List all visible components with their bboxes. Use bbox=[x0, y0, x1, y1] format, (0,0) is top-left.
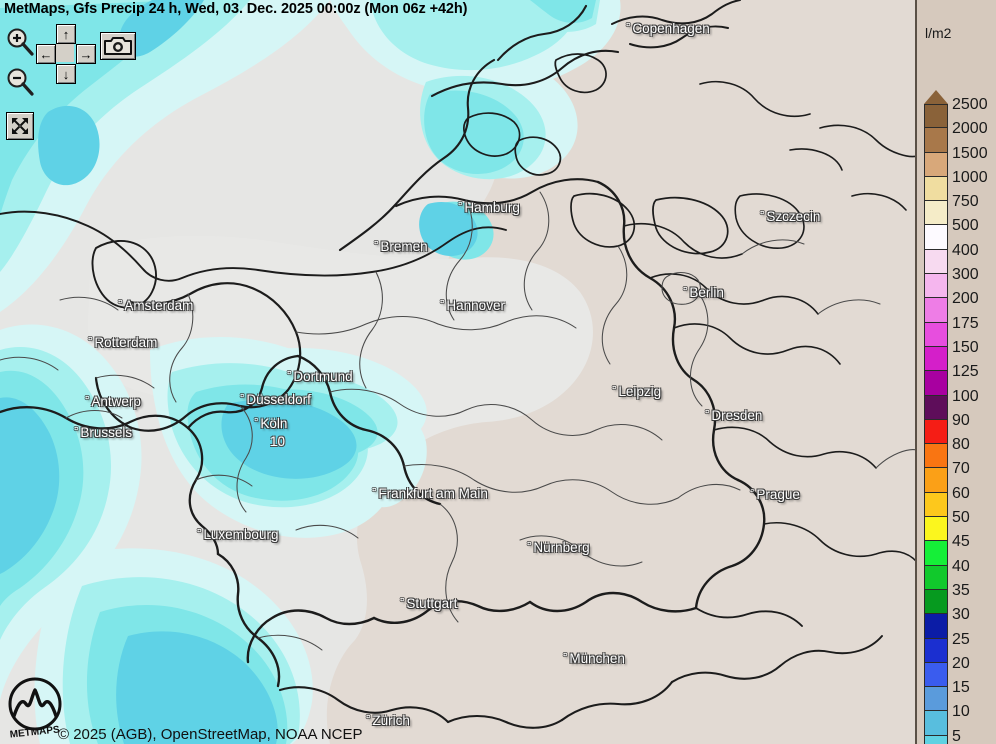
zoom-in-button[interactable] bbox=[4, 26, 36, 63]
legend-swatch bbox=[924, 589, 948, 615]
legend-value-label: 40 bbox=[952, 557, 970, 575]
legend-swatch bbox=[924, 662, 948, 688]
legend-swatch bbox=[924, 711, 948, 736]
legend-value-label: 90 bbox=[952, 411, 970, 429]
legend-swatch bbox=[924, 419, 948, 445]
arrow-down-icon: ↓ bbox=[62, 66, 70, 82]
legend-value-label: 200 bbox=[952, 290, 979, 308]
land-mass-east bbox=[326, 0, 917, 744]
legend-value-label: 300 bbox=[952, 266, 979, 284]
precip-layer-10 bbox=[0, 0, 478, 744]
legend-swatch bbox=[924, 687, 948, 712]
legend-value-label: 175 bbox=[952, 314, 979, 332]
camera-icon bbox=[104, 37, 132, 55]
legend-swatch bbox=[924, 298, 948, 323]
legend-swatch bbox=[924, 444, 948, 469]
pan-down-button[interactable]: ↓ bbox=[56, 64, 76, 84]
legend-swatch bbox=[924, 346, 948, 372]
legend-value-label: 80 bbox=[952, 436, 970, 454]
legend-unit-label: l/m2 bbox=[925, 25, 952, 41]
legend-swatch bbox=[924, 249, 948, 275]
legend-value-label: 2000 bbox=[952, 120, 988, 138]
legend-value-label: 25 bbox=[952, 630, 970, 648]
legend-panel: l/m2 2500 2000 1500 1000 750 500 400 300 200 175 1… bbox=[915, 0, 996, 744]
legend-swatch bbox=[924, 492, 948, 518]
pan-right-button[interactable]: → bbox=[76, 44, 96, 64]
legend-swatch bbox=[924, 638, 948, 663]
page-title: MetMaps, Gfs Precip 24 h, Wed, 03. Dec. … bbox=[4, 1, 468, 17]
zoom-in-icon bbox=[7, 28, 34, 56]
legend-value-label: 35 bbox=[952, 581, 970, 599]
legend-swatch bbox=[924, 735, 948, 744]
legend-value-label: 10 bbox=[952, 703, 970, 721]
copyright-text: © 2025 (AGB), OpenStreetMap, NOAA NCEP bbox=[58, 726, 363, 743]
legend-value-label: 45 bbox=[952, 533, 970, 551]
pan-up-button[interactable]: ↑ bbox=[56, 24, 76, 44]
legend-swatch bbox=[924, 176, 948, 202]
legend-value-label: 500 bbox=[952, 217, 979, 235]
legend-value-label: 70 bbox=[952, 460, 970, 478]
legend-swatch bbox=[924, 274, 948, 299]
legend-swatch bbox=[924, 395, 948, 420]
arrow-right-icon: → bbox=[79, 46, 93, 62]
legend-value-label: 15 bbox=[952, 679, 970, 697]
logo-wordmark: METMAPS bbox=[9, 724, 60, 738]
legend-swatch bbox=[924, 104, 948, 129]
legend-value-label: 100 bbox=[952, 387, 979, 405]
legend-label-list: 2500 2000 1500 1000 750 500 400 300 200 175 150 125… bbox=[952, 93, 988, 744]
legend-value-label: 125 bbox=[952, 363, 979, 381]
legend-swatch bbox=[924, 322, 948, 347]
legend-value-label: 1500 bbox=[952, 144, 988, 162]
map-graphic bbox=[0, 0, 917, 744]
zoom-out-button[interactable] bbox=[4, 66, 36, 103]
arrow-up-icon: ↑ bbox=[62, 26, 70, 42]
legend-swatch bbox=[924, 152, 948, 177]
fullscreen-icon bbox=[12, 118, 28, 134]
metmaps-logo-icon: METMAPS bbox=[8, 677, 62, 741]
pan-left-button[interactable]: ← bbox=[36, 44, 56, 64]
legend-swatch bbox=[924, 468, 948, 493]
legend-swatch bbox=[924, 201, 948, 226]
fullscreen-button[interactable] bbox=[6, 112, 34, 140]
legend-swatch bbox=[924, 565, 948, 590]
legend-cap-top bbox=[924, 90, 948, 104]
legend-swatch-list bbox=[924, 104, 948, 744]
legend-color-scale bbox=[924, 90, 948, 744]
pan-center bbox=[56, 44, 74, 62]
map-borders bbox=[0, 0, 917, 729]
legend-swatch bbox=[924, 371, 948, 396]
arrow-left-icon: ← bbox=[39, 46, 53, 62]
zoom-out-icon bbox=[7, 68, 34, 96]
legend-swatch bbox=[924, 128, 948, 153]
legend-value-label: 2500 bbox=[952, 96, 988, 113]
legend-value-label: 150 bbox=[952, 338, 979, 356]
legend-value-label: 750 bbox=[952, 193, 979, 211]
legend-value-label: 5 bbox=[952, 727, 961, 744]
legend-value-label: 60 bbox=[952, 484, 970, 502]
legend-swatch bbox=[924, 541, 948, 566]
metmaps-logo: METMAPS bbox=[4, 676, 66, 741]
map-toolbar: ↑ ↓ ← → bbox=[0, 20, 140, 140]
legend-swatch bbox=[924, 614, 948, 639]
legend-value-label: 20 bbox=[952, 654, 970, 672]
legend-swatch bbox=[924, 225, 948, 250]
legend-value-label: 400 bbox=[952, 241, 979, 259]
legend-swatch bbox=[924, 517, 948, 542]
legend-value-label: 50 bbox=[952, 509, 970, 527]
snapshot-button[interactable] bbox=[100, 32, 136, 60]
legend-value-label: 30 bbox=[952, 606, 970, 624]
legend-value-label: 1000 bbox=[952, 168, 988, 186]
